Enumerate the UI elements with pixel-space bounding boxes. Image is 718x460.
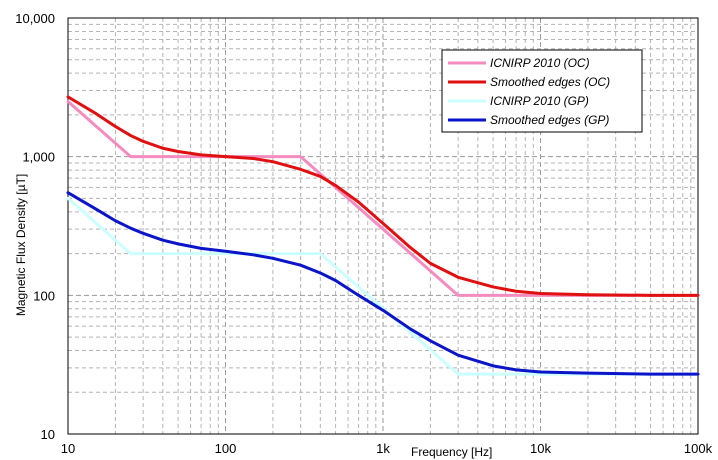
series-line-1 bbox=[66, 99, 700, 297]
series-line-4 bbox=[66, 191, 700, 376]
x-axis-label: Frequency [Hz] bbox=[411, 445, 492, 459]
tick-labels: 10 100 1k 10k 100k 10 100 1,000 10,000 bbox=[15, 11, 712, 456]
series-line-2 bbox=[66, 95, 700, 297]
y-tick-label: 10 bbox=[41, 427, 55, 442]
legend: ICNIRP 2010 (OC) Smoothed edges (OC) ICNIR… bbox=[441, 49, 643, 133]
x-tick-label: 100k bbox=[684, 441, 713, 456]
legend-label: ICNIRP 2010 (GP) bbox=[490, 94, 589, 108]
series-line-3 bbox=[66, 196, 700, 376]
series-layer bbox=[66, 95, 700, 376]
plot-frame bbox=[67, 17, 699, 435]
legend-label: Smoothed edges (GP) bbox=[490, 113, 609, 127]
y-tick-label: 100 bbox=[33, 288, 55, 303]
y-axis-label: Magnetic Flux Density [µT] bbox=[14, 174, 28, 316]
legend-label: Smoothed edges (OC) bbox=[490, 75, 610, 89]
x-tick-label: 10 bbox=[61, 441, 75, 456]
y-tick-label: 10,000 bbox=[15, 11, 55, 26]
x-tick-label: 10k bbox=[530, 441, 551, 456]
x-tick-label: 100 bbox=[215, 441, 237, 456]
grid bbox=[68, 18, 698, 434]
x-tick-label: 1k bbox=[376, 441, 390, 456]
y-tick-label: 1,000 bbox=[22, 150, 55, 165]
legend-label: ICNIRP 2010 (OC) bbox=[490, 56, 590, 70]
